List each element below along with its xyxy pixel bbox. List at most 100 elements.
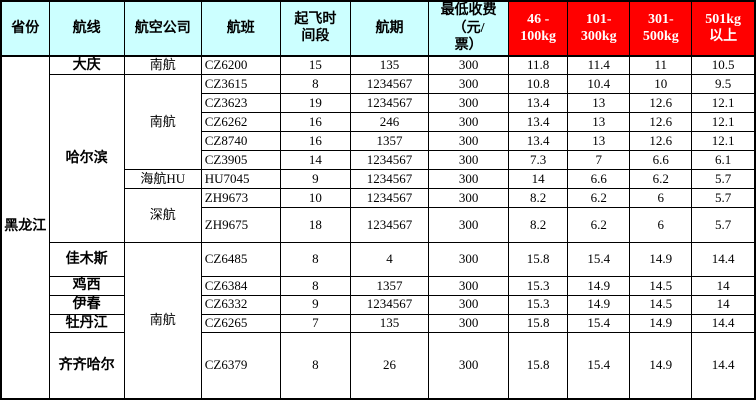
cell-route: 哈尔滨 [48, 74, 125, 243]
cell-flight: CZ3623 [200, 93, 281, 113]
cell-rate: 15.4 [567, 242, 631, 277]
cell-time: 9 [279, 294, 351, 315]
cell-min-charge: 300 [428, 242, 510, 277]
cell-rate: 6.2 [567, 188, 631, 208]
cell-min-charge: 300 [428, 150, 510, 170]
cell-days: 1234567 [349, 74, 430, 94]
cell-rate: 15.8 [508, 313, 569, 333]
cell-route: 大庆 [48, 55, 125, 75]
cell-route: 佳木斯 [48, 242, 125, 277]
cell-route: 鸡西 [48, 276, 125, 296]
cell-days: 1234567 [349, 169, 430, 189]
cell-days: 1234567 [349, 188, 430, 208]
cell-rate: 14.5 [629, 276, 693, 296]
cell-rate: 12.6 [629, 131, 693, 151]
col-header-tier-101-300kg: 101- 300kg [567, 0, 631, 57]
cell-rate: 14.9 [629, 332, 693, 399]
cell-rate: 8.2 [508, 207, 569, 243]
col-header-departure-time: 起飞时 间段 [279, 0, 351, 57]
cell-rate: 14.5 [629, 294, 693, 315]
cell-min-charge: 300 [428, 207, 510, 243]
cell-rate: 14.9 [629, 313, 693, 333]
cell-rate: 14.4 [691, 332, 756, 399]
col-header-min-charge: 最低收费 （元/ 票） [428, 0, 510, 57]
cell-rate: 15.8 [508, 242, 569, 277]
cell-days: 246 [349, 112, 430, 132]
table-row: 伊春 CZ6332 9 1234567 300 15.3 14.9 14.5 1… [1, 294, 756, 315]
cell-flight: CZ6384 [200, 276, 281, 296]
cell-time: 10 [279, 188, 351, 208]
cell-rate: 14 [691, 276, 756, 296]
cell-min-charge: 300 [428, 112, 510, 132]
cell-rate: 13.4 [508, 112, 569, 132]
cell-flight: CZ3615 [200, 74, 281, 94]
cell-days: 135 [349, 55, 430, 75]
col-header-schedule: 航期 [349, 0, 430, 57]
cell-rate: 7.3 [508, 150, 569, 170]
cell-flight: ZH9673 [200, 188, 281, 208]
cell-rate: 13.4 [508, 131, 569, 151]
table-row: 佳木斯 南航 CZ6485 8 4 300 15.8 15.4 14.9 14.… [1, 242, 756, 399]
cell-rate: 13 [567, 131, 631, 151]
cell-flight: CZ6200 [200, 55, 281, 75]
col-header-flight: 航班 [200, 0, 281, 57]
cell-airline: 海航HU [123, 169, 202, 189]
cell-rate: 6.6 [567, 169, 631, 189]
col-header-tier-501kg-plus: 501kg 以上 [691, 0, 756, 57]
col-header-tier-301-500kg: 301- 500kg [629, 0, 693, 57]
cell-rate: 12.1 [691, 131, 756, 151]
cell-rate: 10.4 [567, 74, 631, 94]
table-row: CZ6262 16 246 300 13.4 13 12.6 12.1 [1, 112, 756, 132]
cell-rate: 11 [629, 55, 693, 75]
cell-time: 15 [279, 55, 351, 75]
cell-rate: 14 [691, 294, 756, 315]
cell-flight: CZ3905 [200, 150, 281, 170]
cell-min-charge: 300 [428, 332, 510, 399]
col-header-tier-46-100kg: 46 - 100kg [508, 0, 569, 57]
table-row: 鸡西 CZ6384 8 1357 300 15.3 14.9 14.5 14 [1, 276, 756, 296]
cell-rate: 14.9 [567, 294, 631, 315]
cell-rate: 14.4 [691, 242, 756, 277]
cell-time: 14 [279, 150, 351, 170]
cell-province: 黑龙江 [0, 55, 50, 399]
col-header-airline: 航空公司 [123, 0, 202, 57]
table-row: 哈尔滨 南航 CZ3615 8 1234567 300 10.8 10.4 10… [1, 74, 756, 243]
cell-time: 7 [279, 313, 351, 333]
cell-time: 8 [279, 332, 351, 399]
cell-rate: 13.4 [508, 93, 569, 113]
cell-rate: 15.3 [508, 294, 569, 315]
cell-time: 8 [279, 74, 351, 94]
cell-min-charge: 300 [428, 93, 510, 113]
cell-days: 4 [349, 242, 430, 277]
cell-min-charge: 300 [428, 74, 510, 94]
cell-days: 26 [349, 332, 430, 399]
cell-flight: CZ6332 [200, 294, 281, 315]
cell-days: 1357 [349, 276, 430, 296]
cell-rate: 7 [567, 150, 631, 170]
cell-rate: 12.6 [629, 112, 693, 132]
cell-rate: 15.3 [508, 276, 569, 296]
cell-rate: 13 [567, 112, 631, 132]
cell-min-charge: 300 [428, 55, 510, 75]
cell-days: 1234567 [349, 150, 430, 170]
cell-time: 16 [279, 131, 351, 151]
cell-time: 18 [279, 207, 351, 243]
cell-airline: 南航 [123, 74, 202, 170]
cell-flight: CZ6485 [200, 242, 281, 277]
cell-rate: 5.7 [691, 207, 756, 243]
cell-rate: 8.2 [508, 188, 569, 208]
cell-min-charge: 300 [428, 169, 510, 189]
cell-flight: CZ6379 [200, 332, 281, 399]
table-row: CZ8740 16 1357 300 13.4 13 12.6 12.1 [1, 131, 756, 151]
cell-flight: ZH9675 [200, 207, 281, 243]
table-row: CZ3905 14 1234567 300 7.3 7 6.6 6.1 [1, 150, 756, 170]
cell-rate: 12.6 [629, 93, 693, 113]
cell-route: 齐齐哈尔 [48, 332, 125, 399]
cell-rate: 6.2 [567, 207, 631, 243]
cell-time: 8 [279, 242, 351, 277]
cell-min-charge: 300 [428, 188, 510, 208]
cell-days: 135 [349, 313, 430, 333]
cell-rate: 15.4 [567, 313, 631, 333]
cell-rate: 10 [629, 74, 693, 94]
